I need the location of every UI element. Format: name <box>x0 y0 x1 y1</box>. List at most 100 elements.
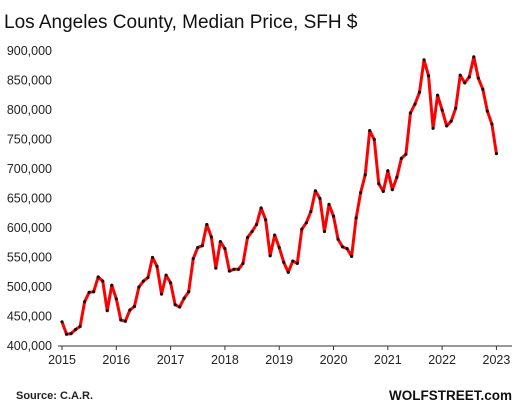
data-point <box>110 283 114 287</box>
data-point <box>282 260 286 264</box>
data-point <box>472 55 476 59</box>
data-point <box>64 332 69 336</box>
data-point <box>218 239 222 244</box>
data-point <box>277 245 281 250</box>
data-point <box>205 222 209 227</box>
data-point <box>463 81 467 85</box>
data-point <box>268 254 272 258</box>
data-point <box>223 247 227 251</box>
x-tick-label: 2020 <box>320 353 348 367</box>
y-tick-label: 500,000 <box>7 280 52 294</box>
data-point <box>417 90 422 94</box>
data-point <box>372 137 376 142</box>
x-axis: 2015 2016 2017 2018 2019 2020 2021 2022 2023 <box>48 346 510 367</box>
data-point <box>408 111 413 115</box>
source-note: Source: C.A.R. <box>16 390 93 402</box>
data-point <box>331 214 336 218</box>
data-point <box>196 245 200 250</box>
x-tick-label: 2015 <box>48 353 76 367</box>
data-point <box>209 235 213 239</box>
x-tick-label: 2016 <box>102 353 130 367</box>
data-point <box>327 202 331 206</box>
data-point <box>259 206 263 210</box>
data-point <box>440 108 444 112</box>
data-point <box>87 290 91 294</box>
data-point <box>494 152 499 156</box>
y-tick-label: 850,000 <box>7 74 52 88</box>
y-tick-label: 900,000 <box>7 44 52 58</box>
chart-title: Los Angeles County, Median Price, SFH $ <box>4 12 358 33</box>
data-point <box>83 300 87 304</box>
y-tick-label: 750,000 <box>7 133 52 147</box>
data-point <box>413 102 417 106</box>
data-point <box>123 319 127 323</box>
data-point <box>340 245 345 249</box>
data-point <box>105 309 109 313</box>
data-point <box>363 173 367 177</box>
y-tick-label: 400,000 <box>7 339 52 353</box>
data-point <box>449 119 453 123</box>
data-point <box>386 169 390 173</box>
data-point <box>250 229 254 234</box>
data-point <box>241 261 245 265</box>
data-point <box>128 308 132 312</box>
data-point <box>350 254 354 258</box>
data-point <box>178 305 182 309</box>
y-tick-label: 450,000 <box>7 310 52 324</box>
data-point <box>78 324 82 329</box>
data-point <box>368 129 372 133</box>
data-point <box>200 244 204 248</box>
data-point <box>101 279 105 283</box>
data-point <box>422 58 426 62</box>
data-point <box>92 290 96 294</box>
y-axis: 400,000 450,000 500,000 550,000 600,000 650,0… <box>7 44 52 353</box>
data-point <box>485 109 489 113</box>
data-point <box>318 196 322 201</box>
data-point <box>236 267 241 271</box>
data-point <box>291 259 295 263</box>
data-point <box>214 266 218 270</box>
x-tick-label: 2017 <box>157 353 185 367</box>
data-point <box>96 275 100 279</box>
data-point <box>390 188 394 192</box>
data-point <box>445 124 449 128</box>
data-point <box>467 75 471 79</box>
x-tick-label: 2018 <box>211 353 239 367</box>
data-point <box>322 229 327 234</box>
data-point <box>264 218 268 222</box>
y-tick-label: 700,000 <box>7 162 52 176</box>
data-point <box>359 191 363 195</box>
data-point <box>119 318 123 322</box>
data-point <box>146 275 150 280</box>
data-point <box>345 247 349 251</box>
data-point <box>354 216 358 220</box>
data-point <box>159 292 164 296</box>
data-point <box>336 237 340 241</box>
data-point <box>73 327 78 332</box>
y-tick-label: 800,000 <box>7 103 52 117</box>
data-point <box>313 189 318 193</box>
data-point <box>227 269 232 273</box>
plot-area <box>60 55 499 336</box>
data-point <box>436 93 440 97</box>
data-point <box>458 73 462 77</box>
data-point <box>164 273 168 277</box>
data-point <box>431 126 435 130</box>
data-point <box>273 233 277 237</box>
data-point <box>490 122 494 126</box>
data-point <box>232 267 236 271</box>
data-point <box>155 264 159 268</box>
data-point <box>60 320 64 324</box>
y-tick-label: 550,000 <box>7 251 52 265</box>
x-tick-label: 2021 <box>374 353 402 367</box>
data-point <box>300 227 304 231</box>
data-point <box>399 156 403 160</box>
data-point <box>309 209 313 214</box>
data-point <box>132 304 136 309</box>
series-line <box>60 55 498 336</box>
data-point <box>454 106 458 110</box>
data-point <box>141 279 146 283</box>
data-point <box>187 290 191 294</box>
data-point <box>481 87 485 91</box>
